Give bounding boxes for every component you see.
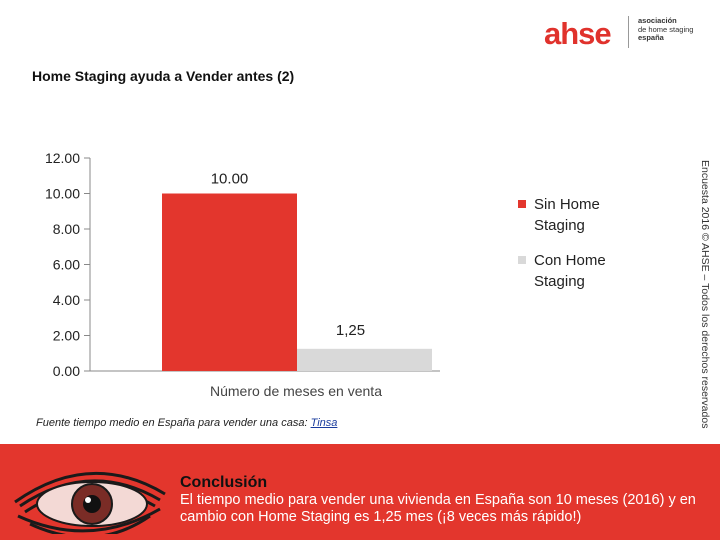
- y-tick-label: 2.00: [53, 328, 80, 344]
- ahse-logo: ahse asociación de home staging españa: [534, 12, 714, 52]
- logo-wordmark: ahse: [544, 16, 612, 51]
- logo-line-3: españa: [638, 33, 664, 42]
- logo-divider: [628, 16, 629, 48]
- y-tick-label: 4.00: [53, 292, 80, 308]
- logo-line-2: de home staging: [638, 24, 694, 34]
- side-note-text: Encuesta 2016 © AHSE – Todos los derecho…: [699, 160, 711, 429]
- page-title: Home Staging ayuda a Vender antes (2): [32, 68, 295, 84]
- legend-item-sin: Sin Home Staging: [518, 194, 648, 236]
- y-tick-label: 10.00: [45, 186, 80, 202]
- chart-legend: Sin Home Staging Con Home Staging: [518, 194, 648, 306]
- bar-con-home-staging: [297, 348, 432, 371]
- y-tick-label: 0.00: [53, 363, 80, 379]
- legend-item-con: Con Home Staging: [518, 250, 648, 292]
- data-label: 10.00: [211, 171, 249, 188]
- side-note: Encuesta 2016 © AHSE – Todos los derecho…: [697, 160, 711, 428]
- data-label: 1,25: [336, 322, 365, 339]
- legend-swatch-sin: [518, 200, 526, 208]
- conclusion-text: El tiempo medio para vender una vivienda…: [180, 492, 696, 525]
- y-tick-label: 8.00: [53, 221, 80, 237]
- source-text: Fuente tiempo medio en España para vende…: [36, 417, 311, 429]
- legend-swatch-con: [518, 256, 526, 264]
- source-note: Fuente tiempo medio en España para vende…: [36, 417, 337, 429]
- x-category-label: Número de meses en venta: [210, 383, 382, 399]
- eye-illustration: [14, 471, 166, 534]
- y-tick-label: 12.00: [45, 150, 80, 166]
- bar-sin-home-staging: [162, 193, 297, 371]
- conclusion-banner: Conclusión El tiempo medio para vender u…: [0, 444, 720, 540]
- legend-label-sin: Sin Home Staging: [534, 196, 600, 234]
- bar-chart: 0.00 2.00 4.00 6.00 8.00 10.00 12.00 10.00 1,25…: [45, 150, 440, 399]
- logo-subtitle: asociación de home staging españa: [638, 16, 718, 43]
- y-tick-label: 6.00: [53, 257, 80, 273]
- legend-label-con: Con Home Staging: [534, 252, 606, 290]
- logo-line-1: asociación: [638, 16, 677, 25]
- source-link[interactable]: Tinsa: [310, 417, 338, 429]
- conclusion-title: Conclusión: [180, 474, 268, 491]
